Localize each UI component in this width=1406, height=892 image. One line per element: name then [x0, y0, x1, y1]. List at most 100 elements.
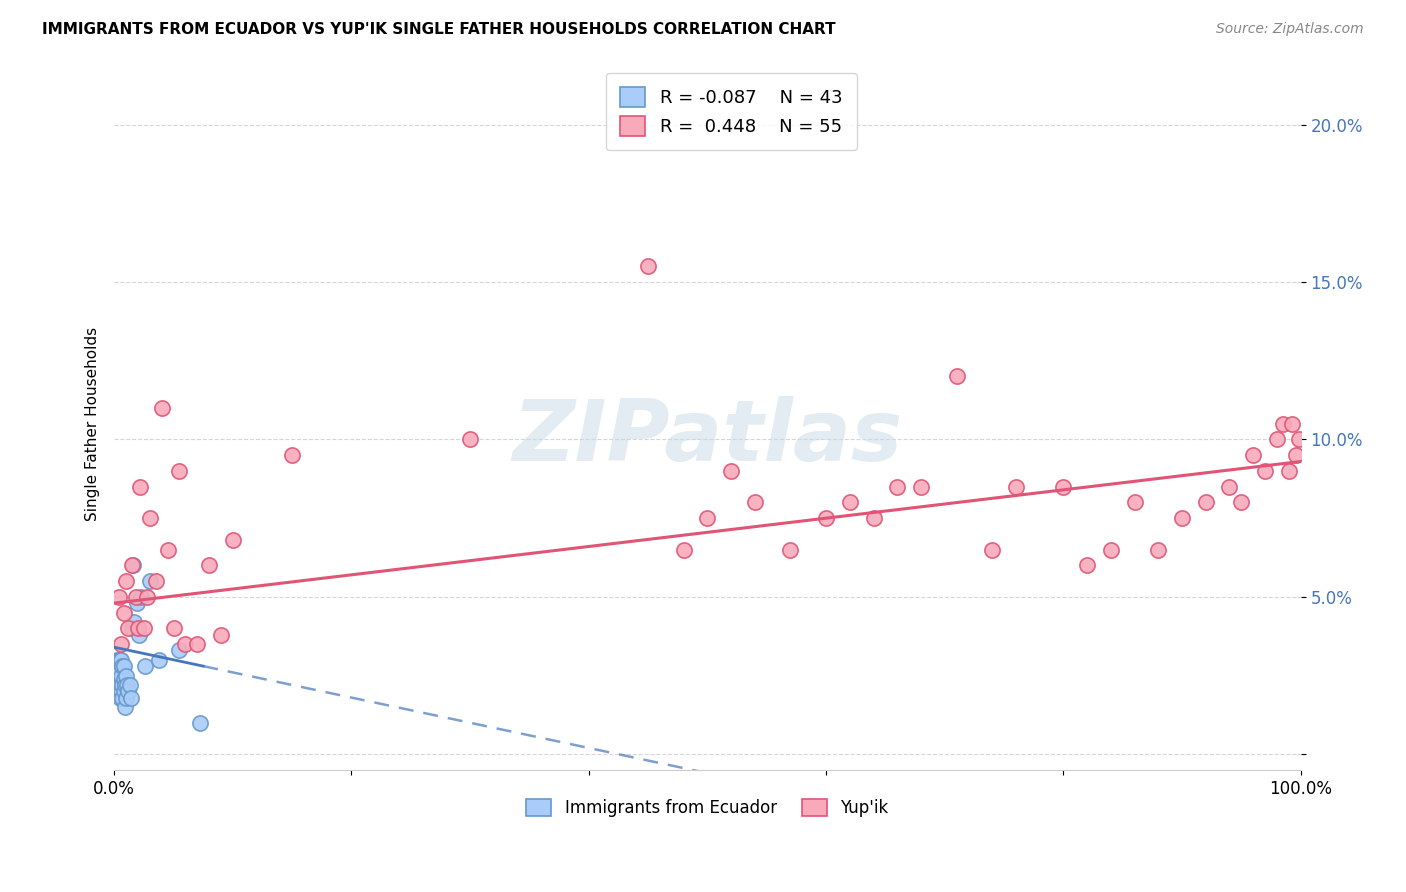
Point	[112, 659, 135, 673]
Point	[112, 606, 135, 620]
Point	[1285, 448, 1308, 462]
Point	[281, 448, 304, 462]
Point	[1005, 480, 1028, 494]
Point	[115, 690, 138, 705]
Point	[838, 495, 860, 509]
Point	[1265, 433, 1288, 447]
Point	[1281, 417, 1303, 431]
Point	[696, 511, 718, 525]
Text: Source: ZipAtlas.com: Source: ZipAtlas.com	[1216, 22, 1364, 37]
Point	[108, 665, 131, 680]
Point	[981, 542, 1004, 557]
Point	[111, 659, 134, 673]
Point	[131, 590, 153, 604]
Point	[112, 672, 135, 686]
Point	[124, 615, 146, 629]
Point	[1254, 464, 1277, 478]
Point	[110, 668, 132, 682]
Text: IMMIGRANTS FROM ECUADOR VS YUP'IK SINGLE FATHER HOUSEHOLDS CORRELATION CHART: IMMIGRANTS FROM ECUADOR VS YUP'IK SINGLE…	[42, 22, 835, 37]
Point	[1147, 542, 1170, 557]
Point	[1076, 558, 1098, 573]
Point	[128, 627, 150, 641]
Point	[1241, 448, 1264, 462]
Point	[108, 590, 131, 604]
Point	[127, 621, 149, 635]
Point	[108, 678, 131, 692]
Point	[945, 369, 967, 384]
Point	[150, 401, 173, 415]
Point	[162, 621, 184, 635]
Point	[107, 684, 129, 698]
Point	[637, 260, 659, 274]
Point	[136, 590, 159, 604]
Point	[1278, 464, 1301, 478]
Point	[910, 480, 932, 494]
Point	[1288, 433, 1310, 447]
Point	[108, 653, 131, 667]
Point	[139, 574, 162, 588]
Point	[815, 511, 838, 525]
Point	[174, 637, 197, 651]
Point	[125, 596, 148, 610]
Point	[108, 653, 131, 667]
Point	[110, 653, 132, 667]
Point	[672, 542, 695, 557]
Point	[105, 653, 128, 667]
Point	[121, 621, 143, 635]
Point	[117, 684, 139, 698]
Point	[720, 464, 742, 478]
Point	[112, 684, 135, 698]
Point	[1218, 480, 1240, 494]
Point	[148, 653, 170, 667]
Point	[458, 433, 481, 447]
Point	[104, 668, 127, 682]
Point	[105, 684, 128, 698]
Point	[110, 684, 132, 698]
Point	[1052, 480, 1074, 494]
Text: ZIPatlas: ZIPatlas	[512, 396, 903, 479]
Point	[107, 668, 129, 682]
Point	[145, 574, 167, 588]
Point	[862, 511, 884, 525]
Point	[111, 678, 134, 692]
Point	[169, 643, 191, 657]
Point	[222, 533, 245, 548]
Point	[121, 558, 143, 573]
Point	[1123, 495, 1146, 509]
Y-axis label: Single Father Households: Single Father Households	[86, 326, 100, 521]
Point	[111, 690, 134, 705]
Legend: Immigrants from Ecuador, Yup'ik: Immigrants from Ecuador, Yup'ik	[520, 792, 896, 824]
Point	[1171, 511, 1194, 525]
Point	[209, 627, 232, 641]
Point	[186, 637, 208, 651]
Point	[108, 665, 131, 680]
Point	[134, 659, 156, 673]
Point	[156, 542, 179, 557]
Point	[108, 678, 131, 692]
Point	[198, 558, 221, 573]
Point	[779, 542, 801, 557]
Point	[1099, 542, 1122, 557]
Point	[1271, 417, 1294, 431]
Point	[108, 690, 131, 705]
Point	[107, 659, 129, 673]
Point	[188, 715, 211, 730]
Point	[1195, 495, 1218, 509]
Point	[114, 700, 136, 714]
Point	[169, 464, 191, 478]
Point	[129, 480, 152, 494]
Point	[117, 621, 139, 635]
Point	[115, 678, 138, 692]
Point	[124, 590, 146, 604]
Point	[104, 684, 127, 698]
Point	[115, 574, 138, 588]
Point	[122, 558, 145, 573]
Point	[114, 678, 136, 692]
Point	[105, 668, 128, 682]
Point	[132, 621, 155, 635]
Point	[115, 668, 138, 682]
Point	[110, 637, 132, 651]
Point	[118, 678, 141, 692]
Point	[120, 690, 142, 705]
Point	[744, 495, 766, 509]
